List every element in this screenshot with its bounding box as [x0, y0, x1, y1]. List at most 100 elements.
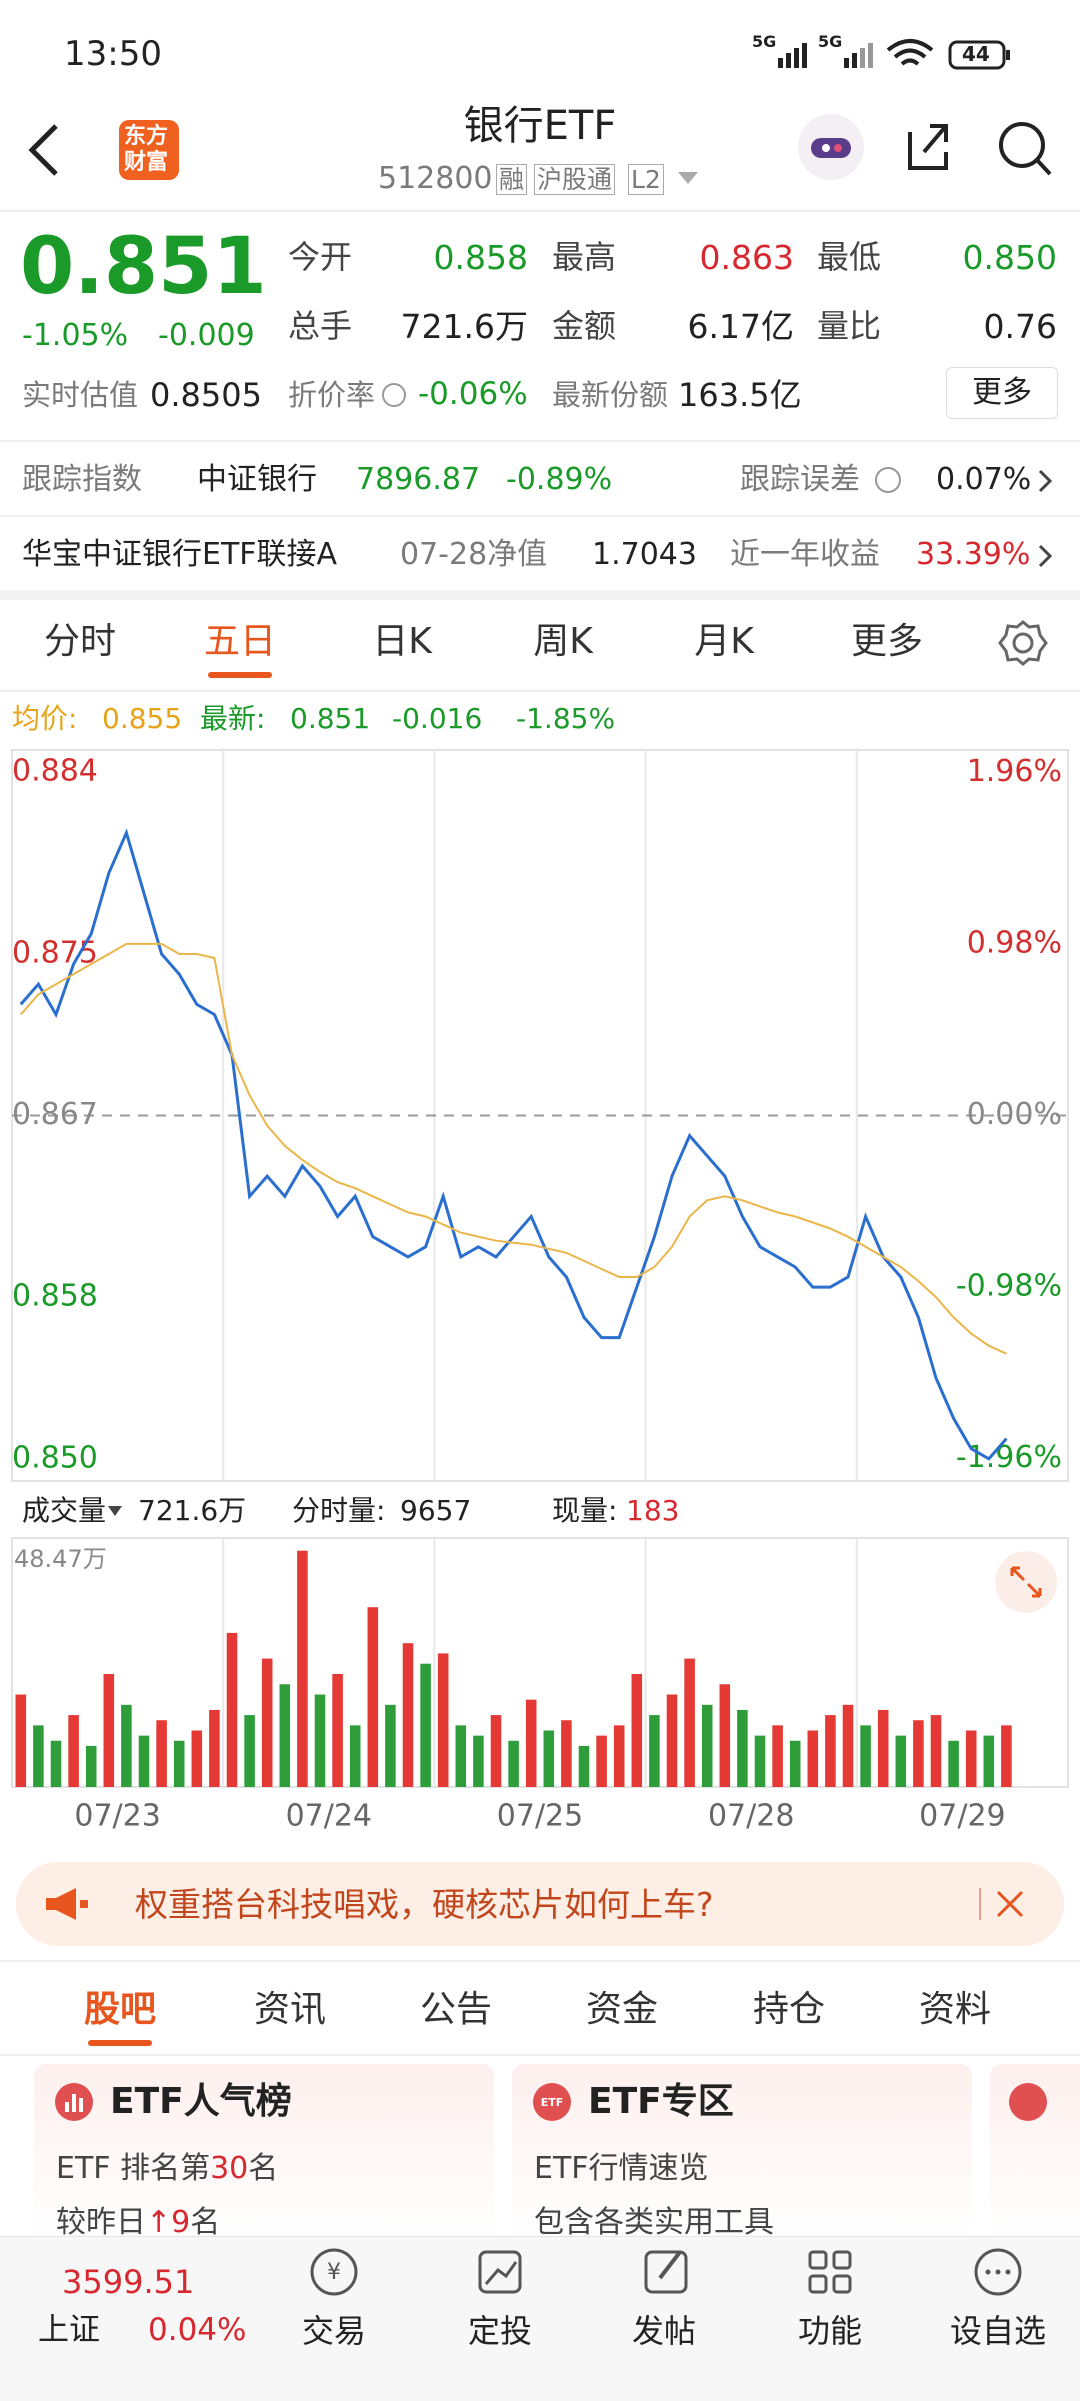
label: 跟踪误差 — [740, 462, 860, 497]
value: 163.5亿 — [678, 376, 802, 414]
back-button[interactable] — [20, 120, 70, 180]
card-text: 名 — [248, 2151, 279, 2186]
status-icons — [778, 39, 1010, 70]
tab[interactable]: 公告 — [419, 1989, 492, 2030]
tag: 沪股通 — [534, 164, 616, 195]
value: 1.7043 — [592, 537, 697, 572]
card-line: ETF 排名第30名 — [56, 2154, 278, 2184]
volume-bar — [860, 1725, 871, 1787]
volume-bar — [332, 1673, 343, 1787]
volume-bar — [68, 1715, 79, 1787]
volume-bar — [543, 1730, 555, 1787]
stat-value: 6.17亿 — [687, 307, 794, 346]
index-name: 中证银行 — [197, 462, 317, 497]
tab[interactable]: 资料 — [918, 1989, 991, 2030]
card-text: ETF 排名第 — [56, 2151, 211, 2186]
label: 跟踪指数 — [22, 462, 142, 497]
battery: 44 — [962, 42, 990, 66]
arrow[interactable] — [1036, 542, 1056, 570]
chart-tab[interactable]: 分时 — [43, 621, 116, 662]
status-time: 13:50 — [64, 34, 162, 74]
chart-tab[interactable]: 月K — [694, 621, 754, 662]
x-tick-label: 07/23 — [74, 1799, 160, 1834]
chart-tab[interactable]: 五日 — [203, 621, 276, 662]
nav-item[interactable]: 功能 — [797, 2312, 862, 2350]
value: 183 — [626, 1494, 680, 1527]
tab[interactable]: 持仓 — [752, 1989, 825, 2030]
volume-bar — [719, 1684, 731, 1787]
chart: 1.96% 0.98% 0.00% -0.98% -1.96% 0.884 0.875 0.8… — [11, 749, 1069, 1834]
value: 721.6万 — [138, 1494, 247, 1527]
y-tick-label: 0.867 — [12, 1097, 98, 1132]
arrow[interactable] — [1036, 467, 1056, 495]
tag: 融 — [496, 164, 528, 195]
expand-button[interactable] — [994, 1550, 1058, 1614]
tab[interactable]: 资金 — [585, 1989, 658, 2030]
volume-bar — [367, 1607, 379, 1787]
value: 33.39% — [916, 537, 1031, 572]
info-icon[interactable] — [874, 465, 904, 495]
megaphone — [46, 1888, 88, 1920]
more-button[interactable]: 更多 — [946, 367, 1058, 419]
card-title[interactable]: ETF专区 — [588, 2081, 734, 2122]
index-value[interactable]: 3599.51 — [62, 2263, 195, 2301]
banner-text[interactable]: 权重搭台科技唱戏，硬核芯片如何上车? — [135, 1885, 714, 1924]
close-button[interactable] — [976, 1884, 1040, 1924]
header-icons[interactable] — [794, 112, 1054, 182]
y2-tick-label: -1.96% — [956, 1440, 1062, 1475]
volume-bar — [789, 1740, 801, 1787]
card-icon: ETF — [533, 2083, 571, 2121]
tab[interactable]: 资讯 — [253, 1989, 326, 2030]
volume-bar — [173, 1740, 185, 1787]
chart-tab[interactable]: 周K — [533, 621, 593, 662]
chart-tab[interactable]: 日K — [372, 621, 432, 662]
label: 最新份额 — [552, 378, 669, 412]
volume-bar — [349, 1725, 361, 1787]
latest-label: 最新: — [200, 702, 266, 735]
value: 0.8505 — [150, 376, 262, 414]
price: 0.851 — [20, 222, 267, 312]
bottom-nav — [0, 2236, 1080, 2401]
label: 成交量 — [22, 1494, 107, 1527]
nav-item[interactable]: 发帖 — [631, 2312, 696, 2350]
index-name[interactable]: 上证 — [38, 2312, 100, 2348]
volume-bar — [649, 1715, 660, 1787]
volume-bar — [842, 1704, 854, 1787]
card-text: 包含各类实用工具 — [534, 2205, 774, 2240]
volume-bar — [684, 1658, 695, 1787]
card-text: ↑9 — [146, 2205, 191, 2240]
nav-item[interactable]: 交易 — [301, 2312, 366, 2350]
chart-tab[interactable]: 更多 — [850, 621, 923, 662]
dropdown[interactable] — [106, 1503, 124, 1519]
logo-text: 财富 — [124, 150, 169, 175]
fund-name: 华宝中证银行ETF联接A — [22, 537, 338, 572]
card-title[interactable]: ETF人气榜 — [110, 2081, 292, 2122]
volume-bar — [402, 1643, 414, 1787]
avg: 0.855 — [102, 702, 183, 735]
card[interactable] — [512, 2064, 972, 2244]
card-line: 包含各类实用工具 — [534, 2208, 774, 2238]
card[interactable] — [34, 2064, 494, 2244]
volume-bar — [279, 1684, 291, 1787]
stat-label: 今开 — [288, 238, 353, 276]
stat-label: 总手 — [288, 307, 353, 345]
latest: 0.851 — [290, 702, 371, 735]
nav-item[interactable]: 定投 — [467, 2312, 532, 2350]
tab[interactable]: 股吧 — [83, 1989, 156, 2030]
dropdown[interactable] — [676, 168, 700, 188]
index-change[interactable]: 0.04% — [148, 2312, 247, 2348]
divider — [0, 440, 1080, 442]
volume-bar — [297, 1550, 308, 1787]
label: 现量: — [552, 1494, 618, 1527]
nav-item[interactable]: 设自选 — [949, 2312, 1046, 2350]
info-icon[interactable] — [380, 381, 410, 411]
settings[interactable] — [998, 618, 1048, 668]
change: -0.009 — [158, 318, 255, 353]
volume-bar — [156, 1720, 167, 1787]
volume-bar — [314, 1694, 326, 1787]
volume-bar — [561, 1720, 572, 1787]
volume-bar — [701, 1704, 713, 1787]
volume-bar — [138, 1735, 150, 1787]
banner[interactable] — [16, 1862, 1064, 1946]
